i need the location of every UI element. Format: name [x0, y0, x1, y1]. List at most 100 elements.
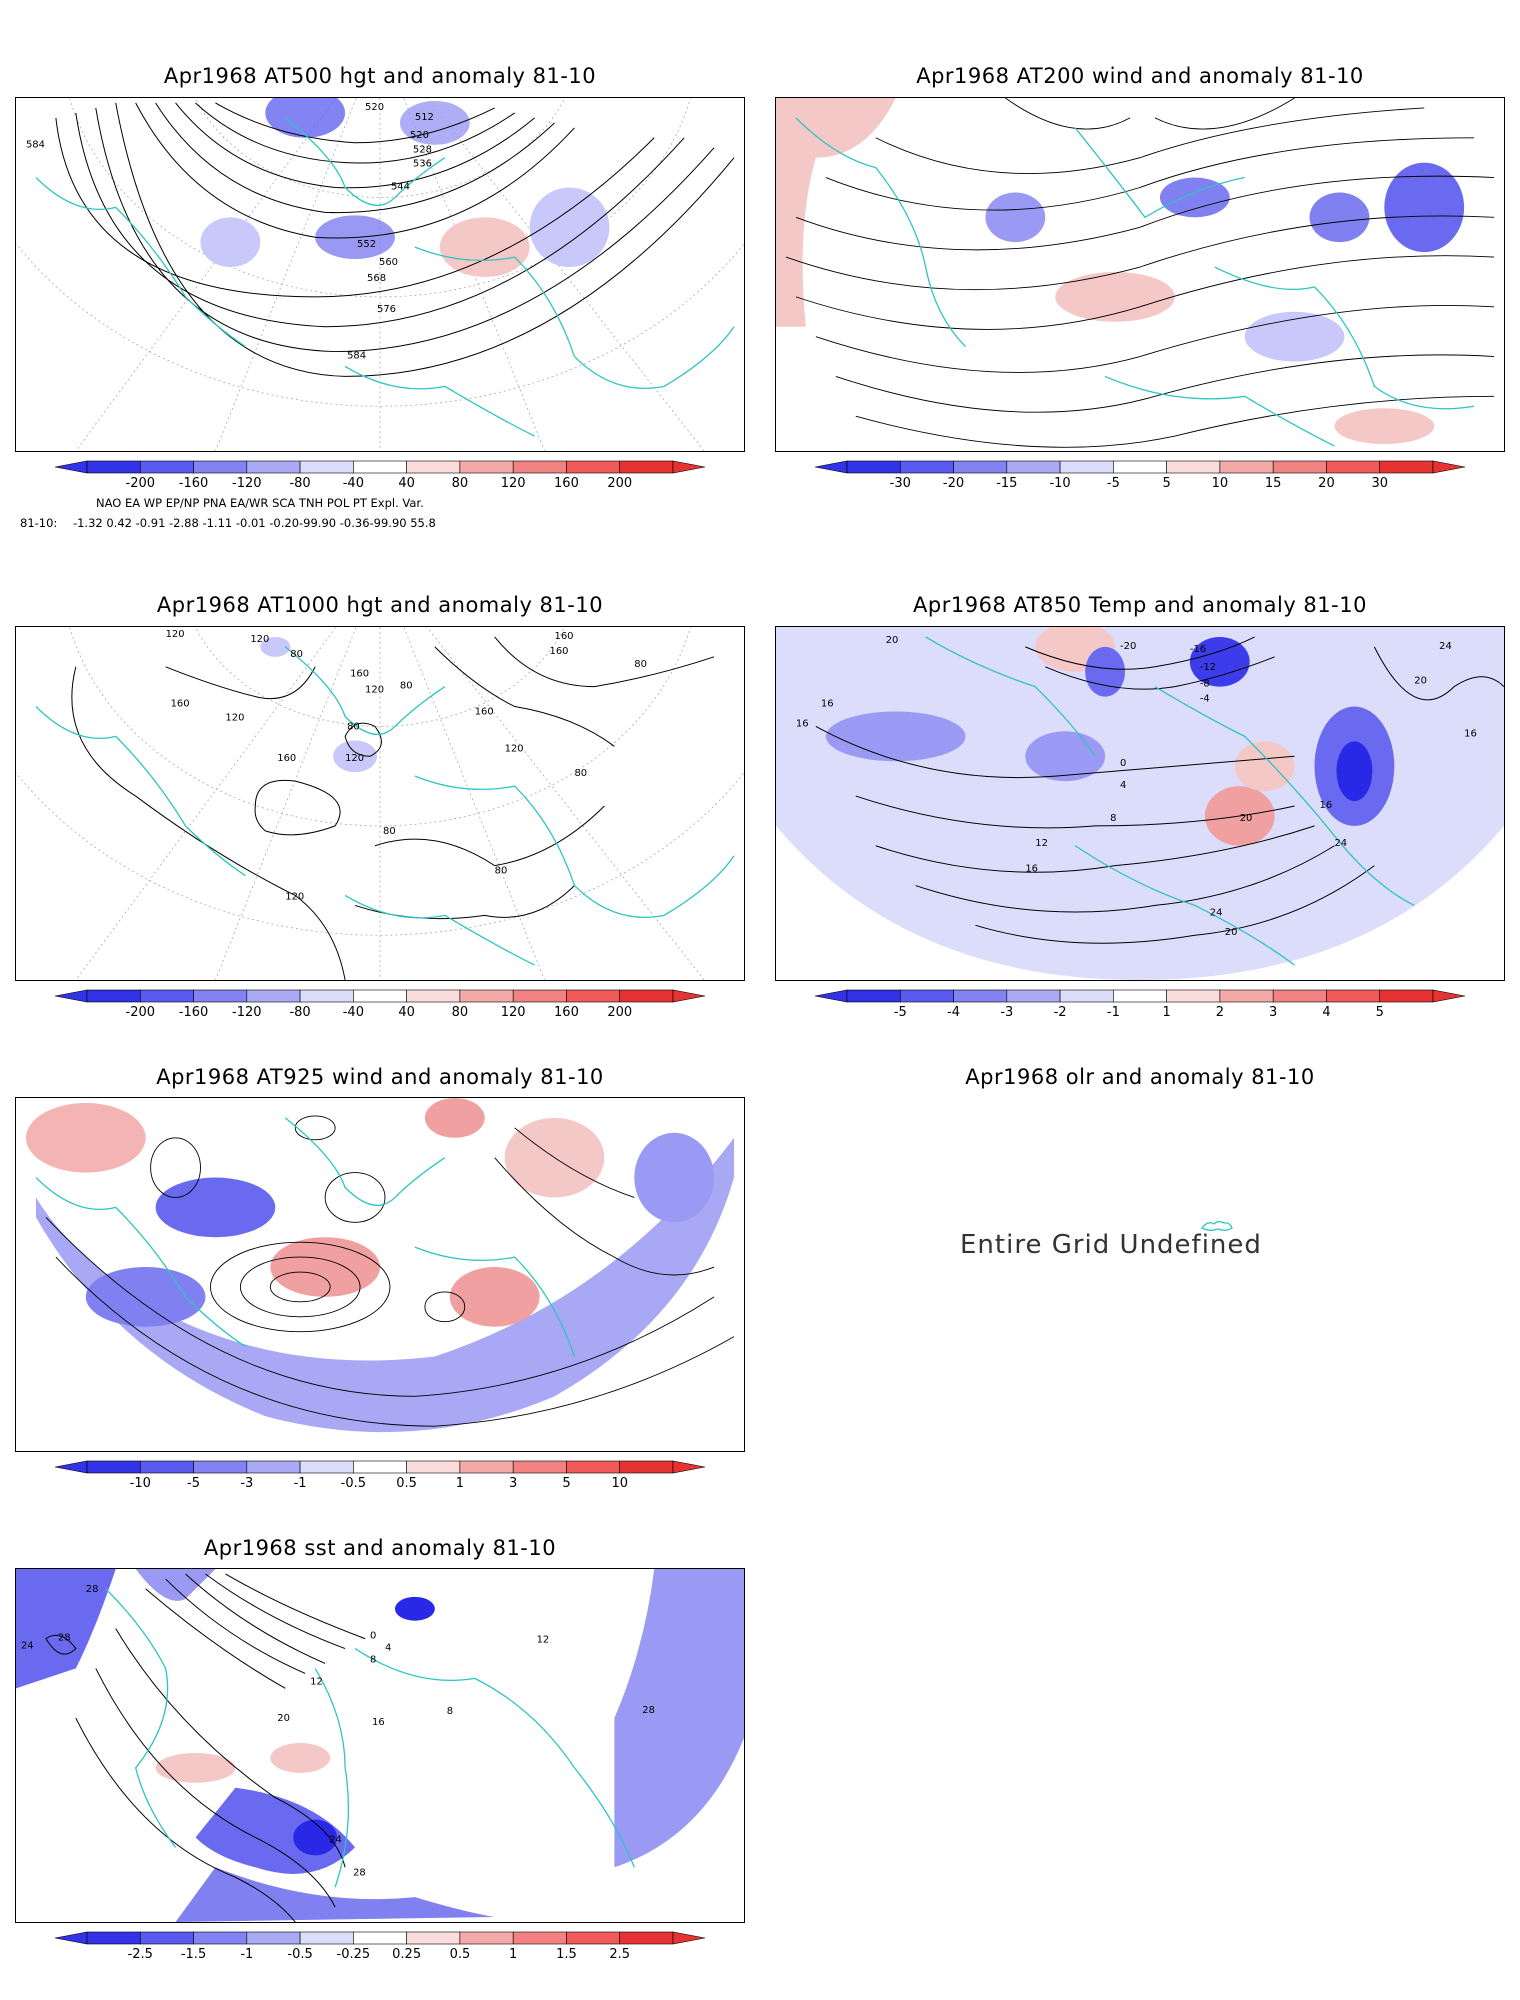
contour-label: 80 [634, 659, 647, 670]
teleconnection-row-label: 81-10: [20, 516, 58, 530]
contour-label: 24 [1439, 641, 1452, 652]
colorbar-tick-label: -40 [343, 476, 364, 491]
colorbar-segment [1166, 460, 1221, 474]
contour-labels: 584 520 512 520 528 536 544 552 560 568 … [26, 102, 434, 362]
colorbar-tick-label: -40 [343, 1005, 364, 1020]
colorbar-min-arrow [814, 989, 848, 1003]
contour-label: 20 [1414, 676, 1427, 687]
colorbar-segment [619, 989, 674, 1003]
colorbar-tick-label: 120 [501, 1005, 526, 1020]
contour-label: 120 [345, 753, 364, 764]
streamlines [45, 1115, 735, 1427]
colorbar-tick-label: 4 [1322, 1005, 1330, 1020]
colorbar-segment [1219, 460, 1274, 474]
colorbar-tick-label: 1 [456, 1476, 464, 1491]
colorbar-min-arrow [54, 1931, 88, 1945]
colorbar-tick-label: 80 [452, 476, 469, 491]
contour-label: 160 [555, 631, 574, 642]
contour-label: -4 [1200, 694, 1210, 705]
colorbar-tick-label: -0.5 [287, 1947, 312, 1962]
contour-label: 120 [225, 712, 244, 723]
contour-label: 520 [365, 102, 384, 113]
contour-label: 24 [1210, 907, 1223, 918]
lat-lon-grid [16, 627, 744, 980]
colorbar-segment [1379, 460, 1434, 474]
colorbar-tick-label: 1.5 [556, 1947, 577, 1962]
colorbar-segment [246, 989, 301, 1003]
colorbar-segment [566, 1931, 621, 1945]
contour-label: 80 [290, 649, 303, 660]
contour-label: 120 [505, 743, 524, 754]
map-at850: 20 -20 -16 -12 -8 -4 24 20 16 16 0 4 8 1… [775, 626, 1505, 981]
colorbar-segment [899, 989, 954, 1003]
colorbar-tick-label: 1 [509, 1947, 517, 1962]
map-graphic [776, 98, 1495, 448]
colorbar-segment [406, 1460, 461, 1474]
colorbar-graphic: -2.5 -1.5 -1 -0.5 -0.25 0.25 0.5 1 1.5 2.5 [54, 1931, 706, 1962]
contour-label: 16 [796, 718, 809, 729]
colorbar-tick-label: 5 [562, 1476, 570, 1491]
colorbar-max-arrow [672, 1460, 706, 1474]
streamlines [785, 98, 1495, 448]
colorbar-segment [139, 989, 194, 1003]
sst-contours [45, 1573, 366, 1922]
anomaly-shading [16, 1098, 744, 1451]
colorbar-segment [566, 460, 621, 474]
colorbar-tick-label: -200 [126, 476, 156, 491]
colorbar-min-arrow [54, 1460, 88, 1474]
anomaly-shading [776, 627, 1504, 980]
colorbar-tick-label: -1 [240, 1947, 253, 1962]
contour-label: 8 [1110, 813, 1116, 824]
colorbar-tick-label: 0.25 [392, 1947, 421, 1962]
panel-title: Apr1968 AT500 hgt and anomaly 81-10 [163, 64, 597, 88]
contour-label: 584 [347, 351, 366, 362]
contour-label: -12 [1200, 662, 1216, 673]
colorbar-segment [512, 1460, 567, 1474]
anomaly-shading [776, 98, 1465, 445]
colorbar-tick-label: 160 [554, 476, 579, 491]
colorbar-tick-label: 3 [509, 1476, 517, 1491]
contour-label: 8 [370, 1654, 376, 1665]
colorbar-tick-label: 0.5 [450, 1947, 471, 1962]
colorbar-segment [193, 1931, 248, 1945]
colorbar-segment [1219, 989, 1274, 1003]
colorbar-tick-label: -2.5 [128, 1947, 153, 1962]
colorbar-segment [246, 1460, 301, 1474]
colorbar-segment [86, 1931, 141, 1945]
contour-label: 544 [391, 181, 410, 192]
colorbar-tick-label: -160 [179, 1005, 209, 1020]
colorbar-segment [1059, 460, 1114, 474]
colorbar-tick-label: -30 [890, 476, 911, 491]
colorbar-segment [512, 1931, 567, 1945]
colorbar-segment [353, 1460, 407, 1474]
colorbar-max-arrow [1432, 460, 1466, 474]
contour-label: 80 [574, 768, 587, 779]
coastlines [925, 636, 1415, 966]
colorbar-min-arrow [54, 460, 88, 474]
colorbar-max-arrow [672, 989, 706, 1003]
colorbar-segment [512, 460, 567, 474]
colorbar-tick-label: 2.5 [609, 1947, 630, 1962]
colorbar-graphic: -30 -20 -15 -10 -5 5 10 15 20 30 [814, 460, 1466, 491]
contour-label: -16 [1190, 644, 1206, 655]
colorbar-segment [299, 1460, 354, 1474]
colorbar-graphic: -5 -4 -3 -2 -1 1 2 3 4 5 [814, 989, 1466, 1020]
colorbar-tick-label: -3 [1000, 1005, 1013, 1020]
colorbar-tick-label: -5 [187, 1476, 200, 1491]
panel-at200-wind: Apr1968 AT200 wind and anomaly 81-10 [760, 0, 1520, 540]
colorbar-tick-label: -160 [179, 476, 209, 491]
colorbar-tick-label: -10 [1049, 476, 1070, 491]
colorbar-segment [1326, 460, 1381, 474]
height-contours [71, 636, 715, 980]
colorbar-segment [246, 460, 301, 474]
colorbar-segment [1326, 989, 1381, 1003]
panel-title: Apr1968 AT200 wind and anomaly 81-10 [916, 64, 1364, 88]
contour-label: 528 [413, 145, 432, 156]
colorbar-segment [139, 1931, 194, 1945]
colorbar-min-arrow [54, 989, 88, 1003]
blank-map-icon [1200, 1218, 1234, 1238]
panel-title: Apr1968 AT925 wind and anomaly 81-10 [156, 1065, 604, 1089]
contour-label: 28 [86, 1584, 99, 1595]
colorbar-tick-label: 80 [452, 1005, 469, 1020]
contour-label: 80 [495, 866, 508, 877]
